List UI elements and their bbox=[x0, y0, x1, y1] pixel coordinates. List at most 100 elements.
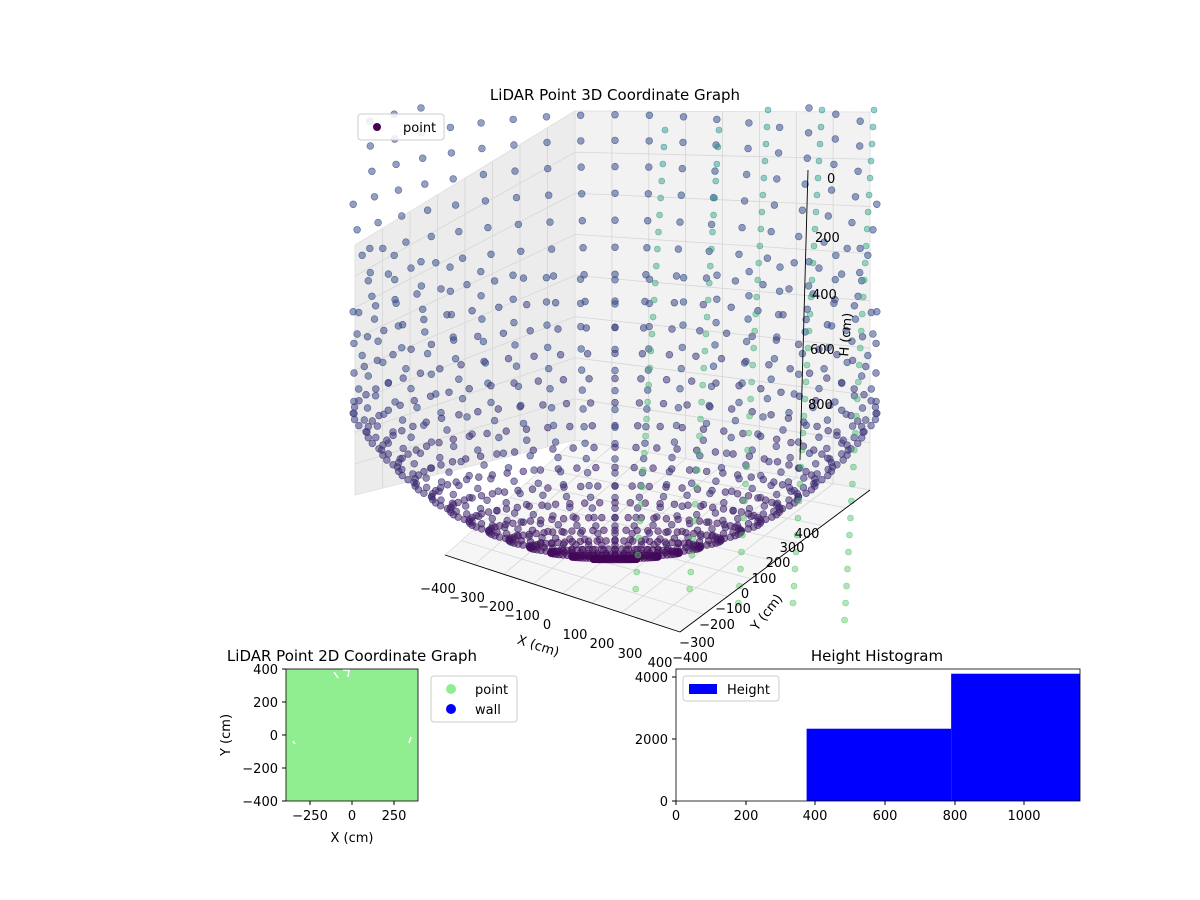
cloud-point bbox=[744, 315, 752, 323]
cloud-point bbox=[483, 496, 491, 504]
cloud-point bbox=[674, 404, 683, 412]
grid-line-3d bbox=[354, 357, 576, 433]
y-tick-label: −200 bbox=[242, 762, 278, 777]
cloud-point bbox=[738, 223, 746, 232]
cloud-point bbox=[465, 432, 474, 440]
cloud-point bbox=[733, 514, 742, 523]
cloud-point bbox=[768, 513, 776, 521]
cloud-point bbox=[643, 244, 651, 252]
grid-line-3d bbox=[650, 483, 834, 623]
cloud-point bbox=[702, 518, 711, 526]
cloud-point bbox=[547, 404, 556, 412]
cloud-point bbox=[437, 414, 446, 422]
cloud-point bbox=[637, 375, 645, 383]
cloud-point-far bbox=[741, 497, 748, 505]
cloud-point-far bbox=[715, 126, 723, 134]
cloud-point-far bbox=[736, 582, 743, 590]
cloud-point-far bbox=[870, 106, 878, 114]
cloud-point bbox=[547, 245, 556, 253]
cloud-point bbox=[744, 144, 752, 153]
cloud-point bbox=[457, 361, 465, 369]
grid-line-3d bbox=[526, 482, 799, 544]
cloud-point bbox=[678, 423, 686, 432]
y-axis-label: Y (cm) bbox=[219, 714, 234, 757]
cloud-point bbox=[436, 365, 444, 373]
cloud-point bbox=[823, 416, 832, 424]
cloud-point bbox=[770, 201, 779, 209]
cloud-point bbox=[851, 315, 860, 323]
cloud-point bbox=[727, 433, 735, 442]
cloud-point-far bbox=[704, 296, 712, 304]
cloud-point bbox=[717, 354, 726, 363]
cloud-point bbox=[510, 477, 518, 485]
cloud-point bbox=[448, 458, 457, 466]
cloud-point-far bbox=[789, 599, 797, 607]
chart-3d: LiDAR Point 3D Coordinate Graph −400 −30… bbox=[349, 86, 881, 671]
cloud-point bbox=[831, 398, 839, 406]
gap-mark bbox=[292, 736, 412, 745]
cloud-point bbox=[745, 452, 754, 460]
cloud-point bbox=[551, 299, 560, 307]
cloud-point bbox=[748, 408, 756, 416]
cloud-point bbox=[536, 466, 545, 474]
cloud-point bbox=[495, 533, 504, 541]
cloud-point bbox=[350, 403, 359, 411]
cloud-point-far bbox=[737, 565, 744, 573]
cloud-point bbox=[820, 238, 828, 246]
cloud-point bbox=[837, 270, 846, 278]
cloud-point bbox=[487, 250, 495, 259]
cloud-point bbox=[656, 422, 664, 431]
cloud-point-far bbox=[642, 432, 649, 440]
cloud-point bbox=[702, 467, 711, 476]
cloud-point bbox=[432, 259, 440, 267]
cloud-point bbox=[380, 326, 388, 335]
cloud-point bbox=[417, 282, 426, 290]
cloud-point bbox=[754, 307, 762, 315]
cloud-point bbox=[731, 277, 740, 285]
cloud-point-far bbox=[648, 330, 656, 338]
cloud-point-far bbox=[738, 548, 745, 556]
z-tick-label: 400 bbox=[812, 288, 837, 303]
cloud-point bbox=[569, 444, 577, 452]
cloud-point bbox=[450, 442, 458, 451]
cloud-point bbox=[462, 502, 470, 510]
cloud-point bbox=[368, 292, 376, 300]
cloud-point bbox=[815, 384, 823, 393]
cloud-point bbox=[358, 351, 366, 360]
cloud-point bbox=[801, 180, 809, 188]
cloud-point bbox=[355, 421, 363, 430]
cloud-point bbox=[611, 513, 619, 522]
cloud-point bbox=[355, 308, 363, 317]
cloud-point bbox=[398, 344, 406, 352]
cloud-point-far bbox=[762, 140, 770, 148]
cloud-point-far bbox=[805, 327, 813, 335]
cloud-point bbox=[516, 489, 524, 498]
cloud-point bbox=[519, 518, 527, 526]
cloud-point-far bbox=[846, 531, 853, 539]
cloud-point-far bbox=[865, 191, 873, 199]
cloud-point-far bbox=[687, 568, 695, 576]
cloud-point bbox=[667, 520, 676, 529]
cloud-point-far bbox=[703, 313, 711, 321]
cloud-point-far bbox=[702, 330, 710, 338]
cloud-point bbox=[427, 438, 436, 446]
cloud-point bbox=[474, 446, 482, 454]
y-tick-label: −400 bbox=[672, 651, 708, 666]
chart-3d-title: LiDAR Point 3D Coordinate Graph bbox=[490, 86, 740, 104]
cloud-point bbox=[511, 341, 519, 349]
cloud-point bbox=[853, 439, 862, 448]
cloud-point-far bbox=[855, 378, 862, 386]
cloud-point-far bbox=[808, 276, 816, 284]
cloud-point bbox=[451, 201, 460, 209]
cloud-point bbox=[514, 525, 522, 533]
cloud-point bbox=[509, 295, 517, 303]
cloud-point-far bbox=[818, 106, 826, 114]
cloud-point bbox=[837, 379, 846, 387]
cloud-point-far bbox=[651, 279, 659, 287]
cloud-point-far bbox=[847, 514, 854, 522]
legend-3d-frame bbox=[357, 113, 445, 141]
cloud-point bbox=[867, 308, 875, 317]
cloud-point bbox=[696, 327, 704, 335]
cloud-point bbox=[577, 366, 586, 374]
cloud-point bbox=[858, 404, 867, 412]
